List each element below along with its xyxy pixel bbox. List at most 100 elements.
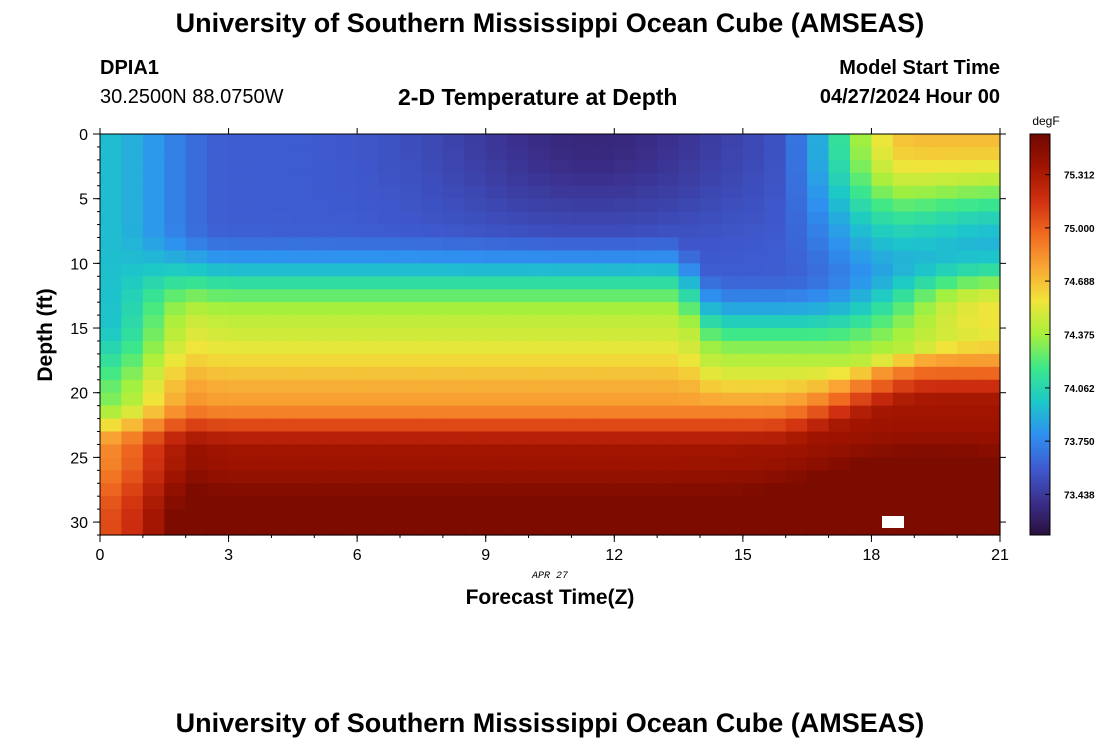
heatmap-cell xyxy=(742,211,765,226)
heatmap-cell xyxy=(464,237,487,252)
heatmap-cell xyxy=(464,159,487,174)
heatmap-cell xyxy=(421,276,444,290)
heatmap-cell xyxy=(442,224,465,239)
heatmap-cell xyxy=(571,146,594,161)
heatmap-cell xyxy=(400,134,423,148)
heatmap-cell xyxy=(828,366,851,381)
y-tick-label: 20 xyxy=(70,386,88,403)
heatmap-cell xyxy=(807,237,830,252)
heatmap-cell xyxy=(271,172,294,187)
heatmap-cell xyxy=(357,444,380,458)
heatmap-cell xyxy=(228,315,251,329)
heatmap-cell xyxy=(807,392,830,407)
heatmap-cell xyxy=(357,315,380,329)
heatmap-cell xyxy=(164,496,187,510)
heatmap-cell xyxy=(914,159,937,174)
heatmap-cell xyxy=(592,431,615,446)
heatmap-cell xyxy=(250,159,273,174)
heatmap-cell xyxy=(528,328,551,342)
heatmap-cell xyxy=(678,444,701,458)
heatmap-cell xyxy=(785,405,808,420)
heatmap-cell xyxy=(400,509,423,523)
heatmap-cell xyxy=(828,172,851,187)
heatmap-cell xyxy=(850,328,873,342)
heatmap-cell xyxy=(742,276,765,290)
heatmap-cell xyxy=(892,379,915,394)
heatmap-cell xyxy=(935,509,958,523)
heatmap-cell xyxy=(978,509,1001,523)
heatmap-cell xyxy=(678,470,701,484)
heatmap-cell xyxy=(400,302,423,316)
heatmap-cell xyxy=(571,470,594,484)
heatmap-cell xyxy=(614,250,637,264)
heatmap-cell xyxy=(721,146,744,161)
y-tick-label: 5 xyxy=(79,192,88,209)
heatmap-cell xyxy=(700,302,723,316)
heatmap-cell xyxy=(228,444,251,458)
heatmap-cell xyxy=(764,276,787,290)
heatmap-cell xyxy=(292,276,315,290)
heatmap-cell xyxy=(292,185,315,200)
heatmap-cell xyxy=(678,315,701,329)
heatmap-cell xyxy=(357,250,380,264)
heatmap-cell xyxy=(828,211,851,226)
heatmap-cell xyxy=(464,250,487,264)
heatmap-cell xyxy=(807,366,830,381)
heatmap-cell xyxy=(142,405,165,420)
heatmap-cell xyxy=(892,172,915,187)
heatmap-cell xyxy=(957,444,980,458)
heatmap-cell xyxy=(935,366,958,381)
heatmap-cell xyxy=(785,470,808,484)
heatmap-cell xyxy=(550,172,573,187)
heatmap-cell xyxy=(571,522,594,536)
heatmap-cell xyxy=(892,159,915,174)
heatmap-cell xyxy=(357,392,380,407)
heatmap-cell xyxy=(357,379,380,394)
heatmap-cell xyxy=(957,470,980,484)
heatmap-cell xyxy=(292,379,315,394)
heatmap-cell xyxy=(978,431,1001,446)
heatmap-cell xyxy=(442,418,465,433)
heatmap-cell xyxy=(807,470,830,484)
heatmap-cell xyxy=(850,509,873,523)
heatmap-cell xyxy=(592,340,615,355)
heatmap-cell xyxy=(892,289,915,303)
heatmap-cell xyxy=(978,315,1001,329)
heatmap-cell xyxy=(978,366,1001,381)
heatmap-cell xyxy=(507,289,530,303)
heatmap-cell xyxy=(442,353,465,368)
heatmap-cell xyxy=(914,392,937,407)
heatmap-cell xyxy=(421,263,444,277)
heatmap-cell xyxy=(528,263,551,277)
heatmap-cell xyxy=(550,392,573,407)
heatmap-cell xyxy=(100,457,123,471)
heatmap-cell xyxy=(935,457,958,471)
heatmap-cell xyxy=(871,405,894,420)
heatmap-cell xyxy=(764,250,787,264)
heatmap-cell xyxy=(335,483,358,497)
heatmap-cell xyxy=(507,379,530,394)
heatmap-cell xyxy=(357,198,380,213)
heatmap-cell xyxy=(400,250,423,264)
heatmap-cell xyxy=(335,353,358,368)
heatmap-cell xyxy=(614,483,637,497)
heatmap-cell xyxy=(121,276,144,290)
heatmap-cell xyxy=(442,496,465,510)
heatmap-cell xyxy=(250,224,273,239)
heatmap-cell xyxy=(592,146,615,161)
heatmap-cell xyxy=(807,418,830,433)
heatmap-cell xyxy=(978,457,1001,471)
heatmap-cell xyxy=(271,444,294,458)
heatmap-cell xyxy=(357,159,380,174)
heatmap-cell xyxy=(421,405,444,420)
heatmap-cell xyxy=(850,444,873,458)
heatmap-cell xyxy=(828,522,851,536)
heatmap-cell xyxy=(335,172,358,187)
heatmap-cell xyxy=(528,431,551,446)
heatmap-cell xyxy=(592,211,615,226)
heatmap-cell xyxy=(700,366,723,381)
heatmap-cell xyxy=(400,315,423,329)
heatmap-cell xyxy=(871,353,894,368)
heatmap-cell xyxy=(657,302,680,316)
